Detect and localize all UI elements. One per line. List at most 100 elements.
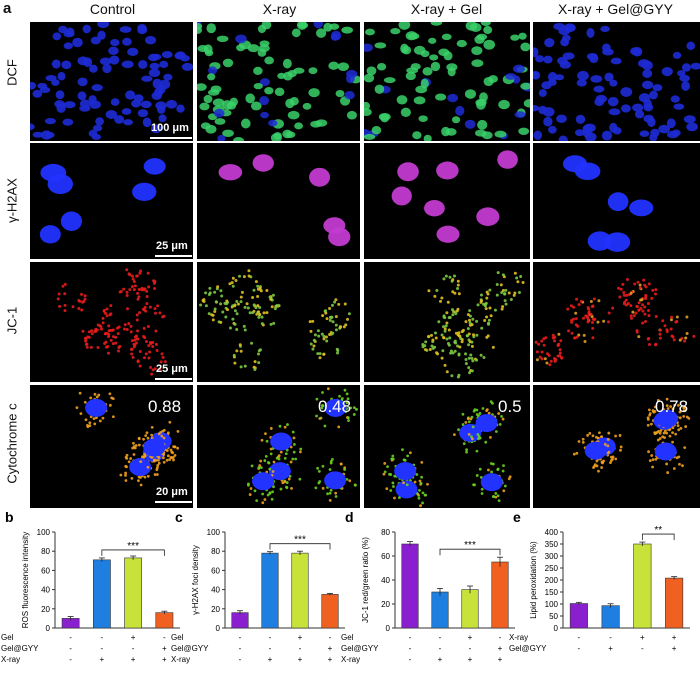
bar bbox=[321, 594, 339, 629]
significance-bracket bbox=[101, 549, 165, 556]
bar bbox=[461, 589, 479, 629]
y-tick-label: 40 bbox=[381, 576, 390, 585]
bar bbox=[633, 543, 652, 629]
y-tick-label: 150 bbox=[545, 588, 559, 597]
condition-sign: - bbox=[439, 644, 442, 653]
condition-sign: - bbox=[578, 644, 581, 653]
condition-label-gelgyy: Gel@GYY bbox=[341, 644, 379, 653]
condition-sign: - bbox=[299, 644, 302, 653]
row-label-dcf: DCF bbox=[4, 59, 20, 86]
row-label-h2ax: γ-H2AX bbox=[4, 178, 20, 223]
bar bbox=[231, 612, 249, 629]
condition-sign: + bbox=[468, 655, 473, 664]
significance-label: *** bbox=[464, 540, 476, 551]
condition-sign: + bbox=[162, 644, 167, 653]
chart-c: c 0 20 40 60 80 100 γ-H2AX foci density *** Gel - -… bbox=[171, 509, 345, 664]
condition-sign: + bbox=[640, 633, 645, 642]
condition-sign: - bbox=[69, 655, 72, 664]
scale-bar-label-dcf: 100 μm bbox=[151, 122, 189, 134]
condition-sign: - bbox=[163, 633, 166, 642]
condition-sign: + bbox=[162, 655, 167, 664]
condition-sign: - bbox=[439, 633, 442, 642]
cyto-value-xray-gelgyy: 0.78 bbox=[655, 397, 689, 416]
condition-sign: + bbox=[672, 633, 677, 642]
column-header-control: Control bbox=[89, 1, 136, 17]
condition-sign: + bbox=[268, 655, 273, 664]
y-tick-label: 100 bbox=[545, 600, 559, 609]
condition-sign: - bbox=[269, 633, 272, 642]
condition-sign: - bbox=[69, 644, 72, 653]
y-tick-label: 20 bbox=[211, 605, 220, 614]
condition-sign: + bbox=[131, 633, 136, 642]
y-tick-label: 80 bbox=[41, 547, 50, 556]
y-axis-label: Lipid peroxidation (%) bbox=[529, 541, 538, 619]
condition-sign: - bbox=[499, 633, 502, 642]
panel-letter-e: e bbox=[513, 510, 521, 525]
y-tick-label: 200 bbox=[545, 576, 559, 585]
image-dcf-xray-gelgyy bbox=[533, 22, 700, 141]
scale-bar-h2ax bbox=[155, 255, 192, 257]
condition-sign: + bbox=[328, 655, 333, 664]
y-tick-label: 350 bbox=[545, 540, 559, 549]
chart-e: e 0 50 100 150 200 250 300 350 400 Lipid peroxidat… bbox=[509, 509, 690, 653]
condition-label-gel: Gel bbox=[341, 633, 354, 642]
y-axis-label: JC-1 red/green ratio (%) bbox=[361, 537, 370, 623]
condition-sign: - bbox=[409, 644, 412, 653]
y-tick-label: 60 bbox=[41, 566, 50, 575]
y-tick-label: 20 bbox=[381, 600, 390, 609]
condition-sign: + bbox=[298, 633, 303, 642]
image-cyto-xray bbox=[197, 385, 360, 508]
condition-sign: + bbox=[298, 655, 303, 664]
significance-bracket bbox=[439, 548, 501, 556]
column-header-xray-gel: X-ray + Gel bbox=[410, 1, 483, 17]
y-tick-label: 0 bbox=[46, 624, 51, 633]
scale-bar-dcf bbox=[150, 137, 192, 139]
image-jc1-xray bbox=[197, 262, 360, 382]
image-jc1-xray-gelgyy bbox=[533, 262, 700, 382]
row-label-jc1: JC-1 bbox=[4, 306, 20, 335]
condition-sign: - bbox=[329, 633, 332, 642]
condition-label-xray: X-ray bbox=[341, 655, 360, 664]
bar bbox=[124, 557, 143, 629]
bar bbox=[491, 561, 509, 629]
condition-label-xray: X-ray bbox=[1, 655, 20, 664]
image-jc1-xray-gel bbox=[364, 262, 530, 382]
image-dcf-xray-gel bbox=[364, 22, 530, 141]
bar bbox=[601, 605, 620, 629]
bar bbox=[665, 577, 684, 629]
bar-charts-row: b 0 20 40 60 80 100 ROS fluorescence intensity *… bbox=[0, 509, 700, 682]
significance-label: *** bbox=[127, 541, 139, 552]
bar bbox=[261, 552, 279, 629]
condition-sign: + bbox=[468, 633, 473, 642]
y-tick-label: 0 bbox=[554, 624, 559, 633]
y-axis-label: γ-H2AX foci density bbox=[191, 545, 200, 615]
chart-b: b 0 20 40 60 80 100 ROS fluorescence intensity *… bbox=[1, 509, 180, 664]
condition-label-xray: X-ray bbox=[509, 633, 528, 642]
y-axis-label: ROS fluorescence intensity bbox=[21, 532, 30, 629]
condition-label-gel: Gel bbox=[171, 633, 184, 642]
bar-charts-svg: b 0 20 40 60 80 100 ROS fluorescence intensity *… bbox=[1, 509, 690, 664]
condition-label-gelgyy: Gel@GYY bbox=[509, 644, 547, 653]
y-tick-label: 300 bbox=[545, 552, 559, 561]
panel-letter-a: a bbox=[3, 0, 12, 17]
condition-sign: - bbox=[578, 633, 581, 642]
scale-bar-label-cyto: 20 μm bbox=[156, 486, 188, 498]
image-cyto-xray-gel bbox=[364, 385, 530, 508]
condition-label-gelgyy: Gel@GYY bbox=[171, 644, 209, 653]
image-h2ax-control bbox=[30, 143, 193, 259]
condition-sign: + bbox=[498, 644, 503, 653]
scale-bar-label-h2ax: 25 μm bbox=[156, 240, 188, 252]
y-tick-label: 50 bbox=[549, 612, 558, 621]
bar bbox=[401, 543, 419, 629]
image-cyto-control bbox=[30, 385, 193, 508]
image-dcf-control bbox=[30, 22, 193, 141]
condition-label-gel: Gel bbox=[1, 633, 14, 642]
cyto-value-xray-gel: 0.5 bbox=[498, 397, 522, 416]
y-tick-label: 100 bbox=[207, 528, 221, 537]
condition-sign: + bbox=[608, 644, 613, 653]
y-tick-label: 400 bbox=[545, 528, 559, 537]
y-tick-label: 40 bbox=[211, 586, 220, 595]
image-jc1-control bbox=[30, 262, 193, 382]
panel-letter-b: b bbox=[5, 510, 14, 525]
significance-label: ** bbox=[654, 525, 662, 536]
